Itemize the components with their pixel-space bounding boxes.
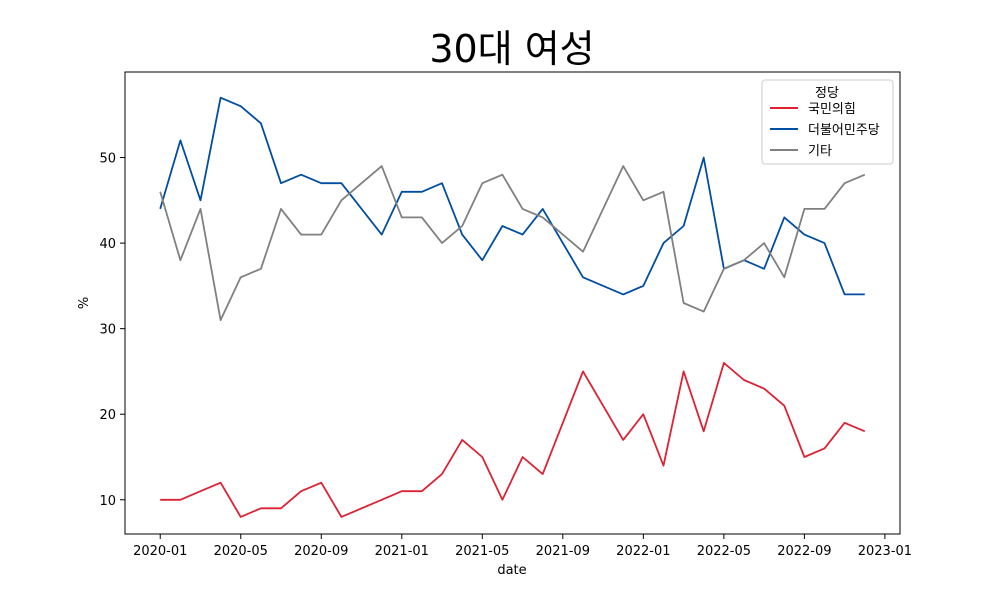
x-tick-label: 2022-09 <box>777 544 831 559</box>
series-line-3 <box>159 165 866 322</box>
x-tick-label: 2021-05 <box>455 544 509 559</box>
x-tick-label: 2020-05 <box>214 544 268 559</box>
series-layer <box>159 96 866 518</box>
legend-label: 국민의힘 <box>808 102 856 117</box>
legend-label: 더불어민주당 <box>808 123 880 138</box>
legend-title: 정당 <box>815 86 839 101</box>
x-tick-label: 2022-01 <box>616 544 670 559</box>
y-axis: 10 20 30 40 50 <box>99 152 125 509</box>
y-tick-label: 50 <box>99 152 116 167</box>
x-tick-label: 2020-01 <box>133 544 187 559</box>
series-line-1 <box>160 361 866 518</box>
chart-title: 30대 여성 <box>429 27 594 71</box>
y-tick-label: 40 <box>99 237 116 252</box>
x-tick-label: 2023-01 <box>858 544 912 559</box>
x-tick-label: 2020-09 <box>294 544 348 559</box>
y-tick-label: 20 <box>99 408 116 423</box>
y-tick-label: 10 <box>99 494 116 509</box>
x-axis: 2020-01 2020-05 2020-09 2021-01 2021-05 2021-… <box>133 534 912 559</box>
x-axis-label: date <box>497 563 526 578</box>
x-tick-label: 2021-09 <box>536 544 590 559</box>
x-tick-label: 2021-01 <box>375 544 429 559</box>
y-tick-label: 30 <box>99 323 116 338</box>
x-tick-label: 2022-05 <box>697 544 751 559</box>
legend-label: 기타 <box>808 144 832 159</box>
series-line-2 <box>159 96 865 296</box>
y-axis-label: % <box>77 297 92 309</box>
legend-box <box>761 79 894 165</box>
